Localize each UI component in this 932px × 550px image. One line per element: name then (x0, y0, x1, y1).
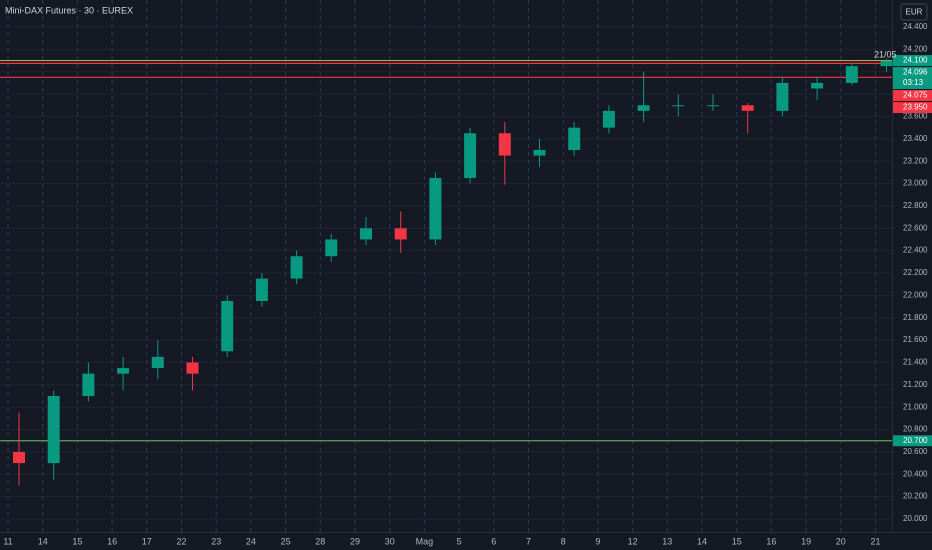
x-tick-label: 8 (561, 536, 566, 546)
candle-body (602, 110, 615, 128)
x-tick-label: 25 (281, 536, 291, 546)
x-tick-label: 13 (662, 536, 672, 546)
candle-body (568, 127, 581, 150)
candle-body (290, 256, 303, 279)
candle-body (672, 105, 685, 107)
y-tick-label: 20.400 (903, 469, 928, 478)
candle-body (533, 150, 546, 156)
y-tick-label: 24.400 (903, 22, 928, 31)
x-tick-label: 7 (526, 536, 531, 546)
y-tick-label: 20.600 (903, 447, 928, 456)
x-tick-label: 24 (246, 536, 256, 546)
level-label-box (893, 435, 932, 447)
candle-body (637, 105, 650, 111)
x-tick-label: 28 (315, 536, 325, 546)
y-tick-label: 21.600 (903, 335, 928, 344)
level-label: 24.100 (903, 56, 928, 65)
candle-body (255, 278, 268, 301)
x-tick-label: 17 (142, 536, 152, 546)
level-label: 24.075 (903, 91, 928, 100)
currency-box[interactable] (900, 3, 928, 21)
level-label: 23.950 (903, 103, 928, 112)
x-tick-label: 16 (107, 536, 117, 546)
last-price-label-box (893, 67, 932, 90)
marks (0, 58, 893, 486)
candle-body (186, 362, 199, 374)
y-tick-label: 23.000 (903, 179, 928, 188)
y-tick-label: 21.000 (903, 402, 928, 411)
y-tick-label: 22.000 (903, 290, 928, 299)
y-tick-label: 22.200 (903, 268, 928, 277)
countdown: 03:13 (903, 78, 924, 87)
x-tick-label: 14 (38, 536, 48, 546)
candle-body (880, 60, 893, 67)
y-tick-label: 23.200 (903, 156, 928, 165)
x-tick-label: 20 (836, 536, 846, 546)
grid (0, 0, 892, 532)
x-tick-label: 30 (385, 536, 395, 546)
candle-body (464, 133, 477, 178)
y-tick-label: 20.800 (903, 425, 928, 434)
x-tick-label: 19 (801, 536, 811, 546)
level-label-box (893, 90, 932, 102)
level-label-box (893, 102, 932, 114)
x-tick-label: 22 (176, 536, 186, 546)
x-tick-label: 29 (350, 536, 360, 546)
candle-body (47, 396, 60, 464)
candle-body (429, 177, 442, 240)
x-tick-label: 15 (72, 536, 82, 546)
y-tick-label: 22.400 (903, 246, 928, 255)
candle-body (325, 239, 338, 257)
x-tick-label: 16 (766, 536, 776, 546)
candle-body (811, 82, 824, 89)
y-tick-label: 24.200 (903, 44, 928, 53)
labels: 20.000 20.200 20.400 20.600 20.800 21.000 21.2… (3, 22, 932, 546)
x-tick-label: 15 (732, 536, 742, 546)
candle-body (151, 356, 164, 369)
y-tick-label: 20.200 (903, 492, 928, 501)
candle-body (776, 82, 789, 111)
y-tick-label: 23.400 (903, 134, 928, 143)
x-tick-label: 5 (457, 536, 462, 546)
chart-title: Mini-DAX Futures · 30 · EUREX (5, 5, 133, 15)
x-tick-label: 9 (595, 536, 600, 546)
currency[interactable]: EUR (906, 8, 923, 17)
y-tick-label: 22.800 (903, 201, 928, 210)
candle-body (498, 133, 511, 156)
y-tick-label: 21.200 (903, 380, 928, 389)
candle-body (221, 300, 234, 352)
annotation: 21/05 (874, 49, 897, 59)
y-tick-label: 20.000 (903, 514, 928, 523)
candle-body (117, 368, 130, 374)
y-tick-label: 21.800 (903, 313, 928, 322)
candle-body (741, 105, 754, 111)
candle-body (13, 451, 25, 464)
candle-body (394, 228, 407, 240)
last-price-label: 24.096 (903, 68, 928, 77)
candle-body (707, 105, 719, 107)
x-tick-label: 11 (3, 536, 12, 546)
candle-body (82, 373, 95, 396)
x-tick-label: 23 (211, 536, 221, 546)
x-tick-label: Mag (416, 536, 434, 546)
candle-body (360, 228, 372, 240)
x-tick-label: 21 (870, 536, 880, 546)
level-label-box (893, 55, 932, 67)
x-tick-label: 6 (491, 536, 496, 546)
x-tick-label: 14 (697, 536, 707, 546)
y-tick-label: 23.600 (903, 112, 928, 121)
x-tick-label: 12 (628, 536, 638, 546)
candle-body (845, 66, 858, 83)
level-label: 20.700 (903, 436, 928, 445)
y-tick-label: 21.400 (903, 358, 928, 367)
y-tick-label: 22.600 (903, 223, 928, 232)
